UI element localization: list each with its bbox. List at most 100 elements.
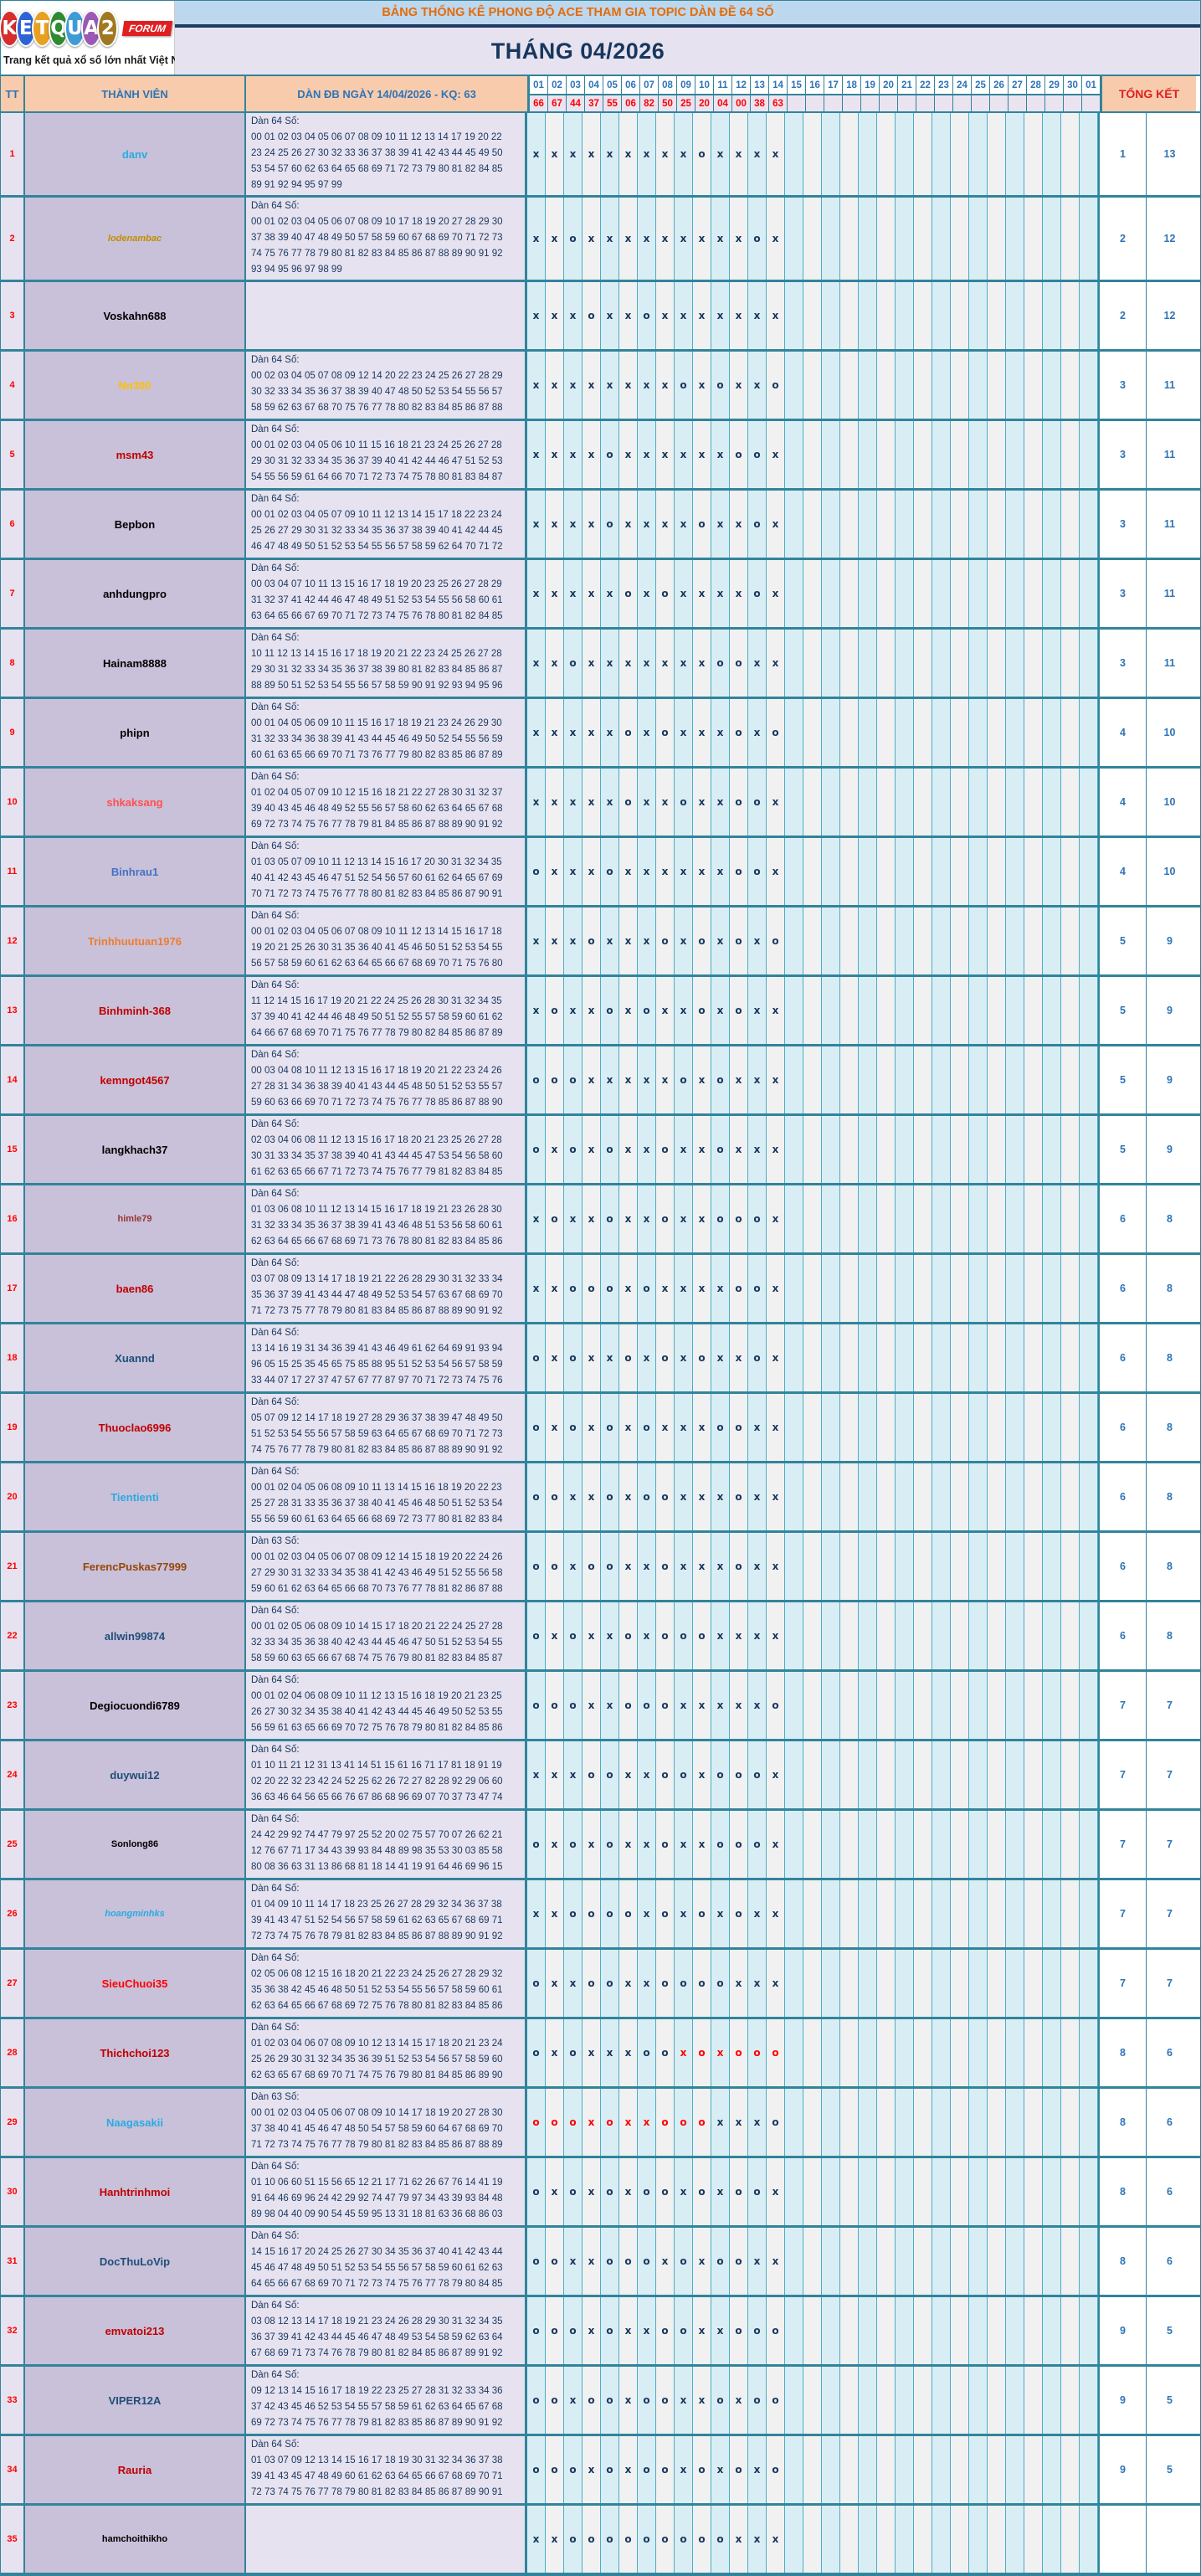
row-number: 19 bbox=[1, 1394, 25, 1461]
day-column: 09 25 bbox=[677, 76, 695, 111]
member-name[interactable]: Binhminh-368 bbox=[25, 977, 246, 1044]
member-name[interactable]: FerencPuskas77999 bbox=[25, 1533, 246, 1600]
member-name[interactable]: shkaksang bbox=[25, 769, 246, 836]
dan-title: Dàn 64 Số: bbox=[251, 1606, 300, 1616]
dan-cell: Dàn 64 Số: 11 12 14 15 16 17 19 20 21 22… bbox=[246, 977, 527, 1044]
member-name[interactable]: Xuannd bbox=[25, 1324, 246, 1391]
member-name[interactable]: Degiocuondi6789 bbox=[25, 1672, 246, 1739]
mark-cell bbox=[840, 113, 859, 195]
member-name[interactable]: allwin99874 bbox=[25, 1602, 246, 1669]
member-name[interactable]: lodenambac bbox=[25, 198, 246, 280]
member-name[interactable]: Nn300 bbox=[25, 352, 246, 419]
mark-cell: o bbox=[656, 1324, 675, 1391]
mark-cell bbox=[969, 198, 988, 280]
mark-cell: x bbox=[767, 282, 785, 349]
mark-cell: o bbox=[546, 1046, 564, 1113]
mark-cell bbox=[1024, 1394, 1043, 1461]
mark-cell bbox=[951, 630, 969, 697]
member-name[interactable]: Hainam8888 bbox=[25, 630, 246, 697]
mark-cell: x bbox=[619, 1950, 638, 2017]
member-name[interactable]: hoangminhks bbox=[25, 1880, 246, 1947]
member-name[interactable]: Binhrau1 bbox=[25, 838, 246, 905]
mark-cell: o bbox=[656, 1533, 675, 1600]
member-name[interactable]: Bepbon bbox=[25, 491, 246, 558]
mark-cell bbox=[1006, 1255, 1024, 1322]
member-name[interactable]: DocThuLoVip bbox=[25, 2228, 246, 2295]
mark-cell: o bbox=[730, 977, 748, 1044]
member-name[interactable]: Naagasakii bbox=[25, 2089, 246, 2156]
member-name[interactable]: emvatoi213 bbox=[25, 2297, 246, 2364]
mark-cell: o bbox=[527, 2367, 546, 2434]
member-name[interactable]: VIPER12A bbox=[25, 2367, 246, 2434]
mark-cell: x bbox=[693, 2367, 711, 2434]
mark-cell bbox=[840, 2297, 859, 2364]
mark-cell: x bbox=[693, 1741, 711, 1808]
member-name[interactable]: himle79 bbox=[25, 1185, 246, 1252]
mark-cell: o bbox=[527, 2228, 546, 2295]
mark-cell: x bbox=[619, 1811, 638, 1878]
mark-cell bbox=[877, 2436, 896, 2503]
member-name[interactable]: Hanhtrinhmoi bbox=[25, 2158, 246, 2225]
mark-cell: x bbox=[619, 2367, 638, 2434]
day-result-cell: 55 bbox=[603, 95, 621, 111]
member-name[interactable]: Thuoclao6996 bbox=[25, 1394, 246, 1461]
mark-cell bbox=[859, 421, 877, 488]
dan-title: Dàn 63 Số: bbox=[251, 2092, 300, 2102]
member-name[interactable]: msm43 bbox=[25, 421, 246, 488]
day-header-cell: 09 bbox=[677, 76, 695, 95]
mark-cell bbox=[988, 1185, 1006, 1252]
mark-cell: o bbox=[656, 2089, 675, 2156]
mark-cell: x bbox=[711, 699, 730, 766]
mark-cell bbox=[1061, 769, 1080, 836]
logo[interactable]: K E T Q U A 2 FORUM Trang kết quả xổ số lớn nhấ… bbox=[0, 1, 193, 75]
mark-cell bbox=[822, 630, 840, 697]
dan-cell: Dàn 64 Số: 00 02 03 04 05 07 08 09 12 14… bbox=[246, 352, 527, 419]
member-name[interactable]: langkhach37 bbox=[25, 1116, 246, 1183]
member-name[interactable]: Voskahn688 bbox=[25, 282, 246, 349]
member-name[interactable]: Rauria bbox=[25, 2436, 246, 2503]
member-name[interactable]: duywui12 bbox=[25, 1741, 246, 1808]
member-name[interactable]: phipn bbox=[25, 699, 246, 766]
row-number: 23 bbox=[1, 1672, 25, 1739]
mark-cell: o bbox=[638, 2019, 656, 2086]
member-name[interactable]: hamchoithikho bbox=[25, 2506, 246, 2573]
dan-title: Dàn 64 Số: bbox=[251, 1745, 300, 1755]
member-name[interactable]: danv bbox=[25, 113, 246, 195]
mark-cell: x bbox=[730, 198, 748, 280]
mark-cell bbox=[932, 113, 951, 195]
mark-cell: x bbox=[527, 908, 546, 974]
mark-cell: x bbox=[767, 2158, 785, 2225]
member-name[interactable]: baen86 bbox=[25, 1255, 246, 1322]
mark-cell bbox=[914, 2089, 932, 2156]
mark-cell bbox=[1006, 2436, 1024, 2503]
mark-cell: x bbox=[711, 2158, 730, 2225]
mark-cell bbox=[1080, 1185, 1098, 1252]
member-name[interactable]: Thichchoi123 bbox=[25, 2019, 246, 2086]
mark-cell bbox=[914, 1880, 932, 1947]
mark-cell bbox=[914, 1255, 932, 1322]
row-number: 29 bbox=[1, 2089, 25, 2156]
total-hit-cell: 6 bbox=[1147, 2019, 1193, 2086]
member-name[interactable]: Sonlong86 bbox=[25, 1811, 246, 1878]
dan-cell: Dàn 64 Số: 00 01 02 03 04 05 06 10 11 15… bbox=[246, 421, 527, 488]
mark-cell bbox=[951, 1741, 969, 1808]
mark-cell: x bbox=[546, 560, 564, 627]
member-name[interactable]: kemngot4567 bbox=[25, 1046, 246, 1113]
mark-cell: x bbox=[564, 769, 583, 836]
total-miss-cell: 6 bbox=[1098, 1533, 1147, 1600]
member-name[interactable]: anhdungpro bbox=[25, 560, 246, 627]
member-name[interactable]: Trinhhuutuan1976 bbox=[25, 908, 246, 974]
mark-cell bbox=[877, 908, 896, 974]
mark-cell bbox=[1024, 2158, 1043, 2225]
mark-cell bbox=[969, 769, 988, 836]
page-header: K E T Q U A 2 FORUM Trang kết quả xổ số lớn nhấ… bbox=[0, 1, 1200, 75]
mark-cell bbox=[1006, 2506, 1024, 2573]
mark-cell bbox=[988, 1533, 1006, 1600]
mark-cell: x bbox=[675, 630, 693, 697]
mark-cell: o bbox=[583, 2506, 601, 2573]
member-name[interactable]: SieuChuoi35 bbox=[25, 1950, 246, 2017]
mark-cell bbox=[877, 977, 896, 1044]
member-name[interactable]: Tientienti bbox=[25, 1463, 246, 1530]
mark-cell: o bbox=[711, 1741, 730, 1808]
mark-cell bbox=[951, 1880, 969, 1947]
